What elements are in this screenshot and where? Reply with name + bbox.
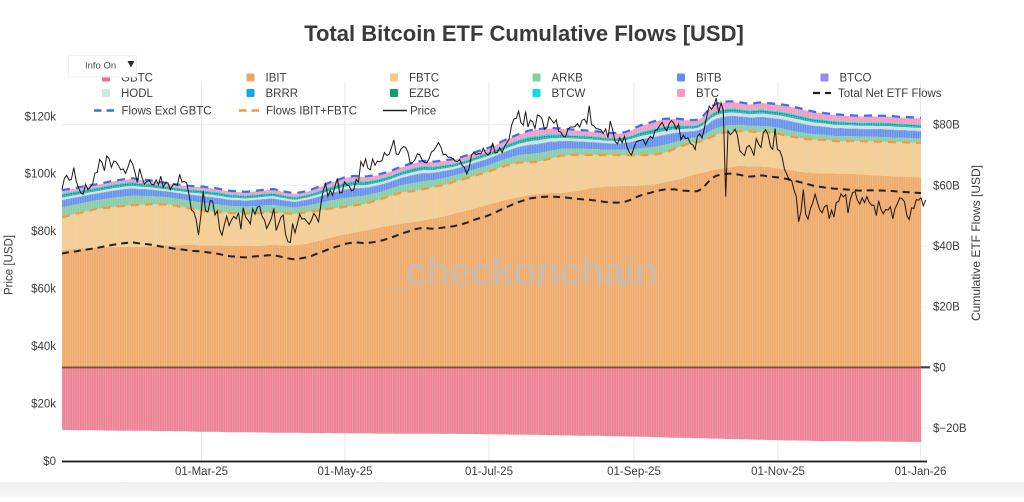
svg-text:HODL: HODL <box>121 88 154 100</box>
svg-text:Total Bitcoin ETF Cumulative F: Total Bitcoin ETF Cumulative Flows [USD] <box>304 21 744 46</box>
svg-text:$80B: $80B <box>933 120 960 132</box>
svg-text:$40B: $40B <box>933 241 960 253</box>
svg-text:BTCO: BTCO <box>840 73 872 85</box>
svg-text:_checkonchain: _checkonchain <box>383 250 657 294</box>
svg-text:Cumulative ETF Flows [USD]: Cumulative ETF Flows [USD] <box>969 165 983 321</box>
svg-text:$40k: $40k <box>31 341 56 353</box>
svg-text:Info On: Info On <box>85 61 116 72</box>
svg-text:$20k: $20k <box>31 399 56 411</box>
svg-text:Total Net ETF Flows: Total Net ETF Flows <box>838 88 942 100</box>
svg-text:Flows IBIT+FBTC: Flows IBIT+FBTC <box>266 106 357 118</box>
svg-text:$0: $0 <box>43 456 56 468</box>
svg-text:EZBC: EZBC <box>409 88 440 100</box>
svg-text:$−20B: $−20B <box>933 423 967 435</box>
svg-text:BRRR: BRRR <box>266 88 299 100</box>
svg-text:01-Jul-25: 01-Jul-25 <box>465 466 513 478</box>
svg-text:$60k: $60k <box>31 284 56 296</box>
svg-text:$0: $0 <box>933 362 946 374</box>
svg-text:$20B: $20B <box>933 302 960 314</box>
svg-text:$60B: $60B <box>933 180 960 192</box>
svg-text:01-May-25: 01-May-25 <box>318 466 373 478</box>
svg-text:$80k: $80k <box>31 226 56 238</box>
svg-text:BTC: BTC <box>696 88 719 100</box>
svg-text:BITB: BITB <box>696 73 722 85</box>
svg-text:Price: Price <box>410 106 436 118</box>
svg-text:ARKB: ARKB <box>552 73 584 85</box>
svg-text:Flows Excl GBTC: Flows Excl GBTC <box>122 106 212 118</box>
svg-text:01-Jan-26: 01-Jan-26 <box>895 466 947 478</box>
svg-text:IBIT: IBIT <box>266 73 287 85</box>
svg-text:01-Mar-25: 01-Mar-25 <box>175 466 228 478</box>
svg-text:01-Nov-25: 01-Nov-25 <box>751 466 805 478</box>
svg-text:$120k: $120k <box>25 112 57 124</box>
svg-text:01-Sep-25: 01-Sep-25 <box>607 466 661 478</box>
svg-text:FBTC: FBTC <box>409 73 439 85</box>
svg-text:Price [USD]: Price [USD] <box>4 235 16 295</box>
svg-text:BTCW: BTCW <box>552 88 586 100</box>
svg-text:$100k: $100k <box>25 169 57 181</box>
